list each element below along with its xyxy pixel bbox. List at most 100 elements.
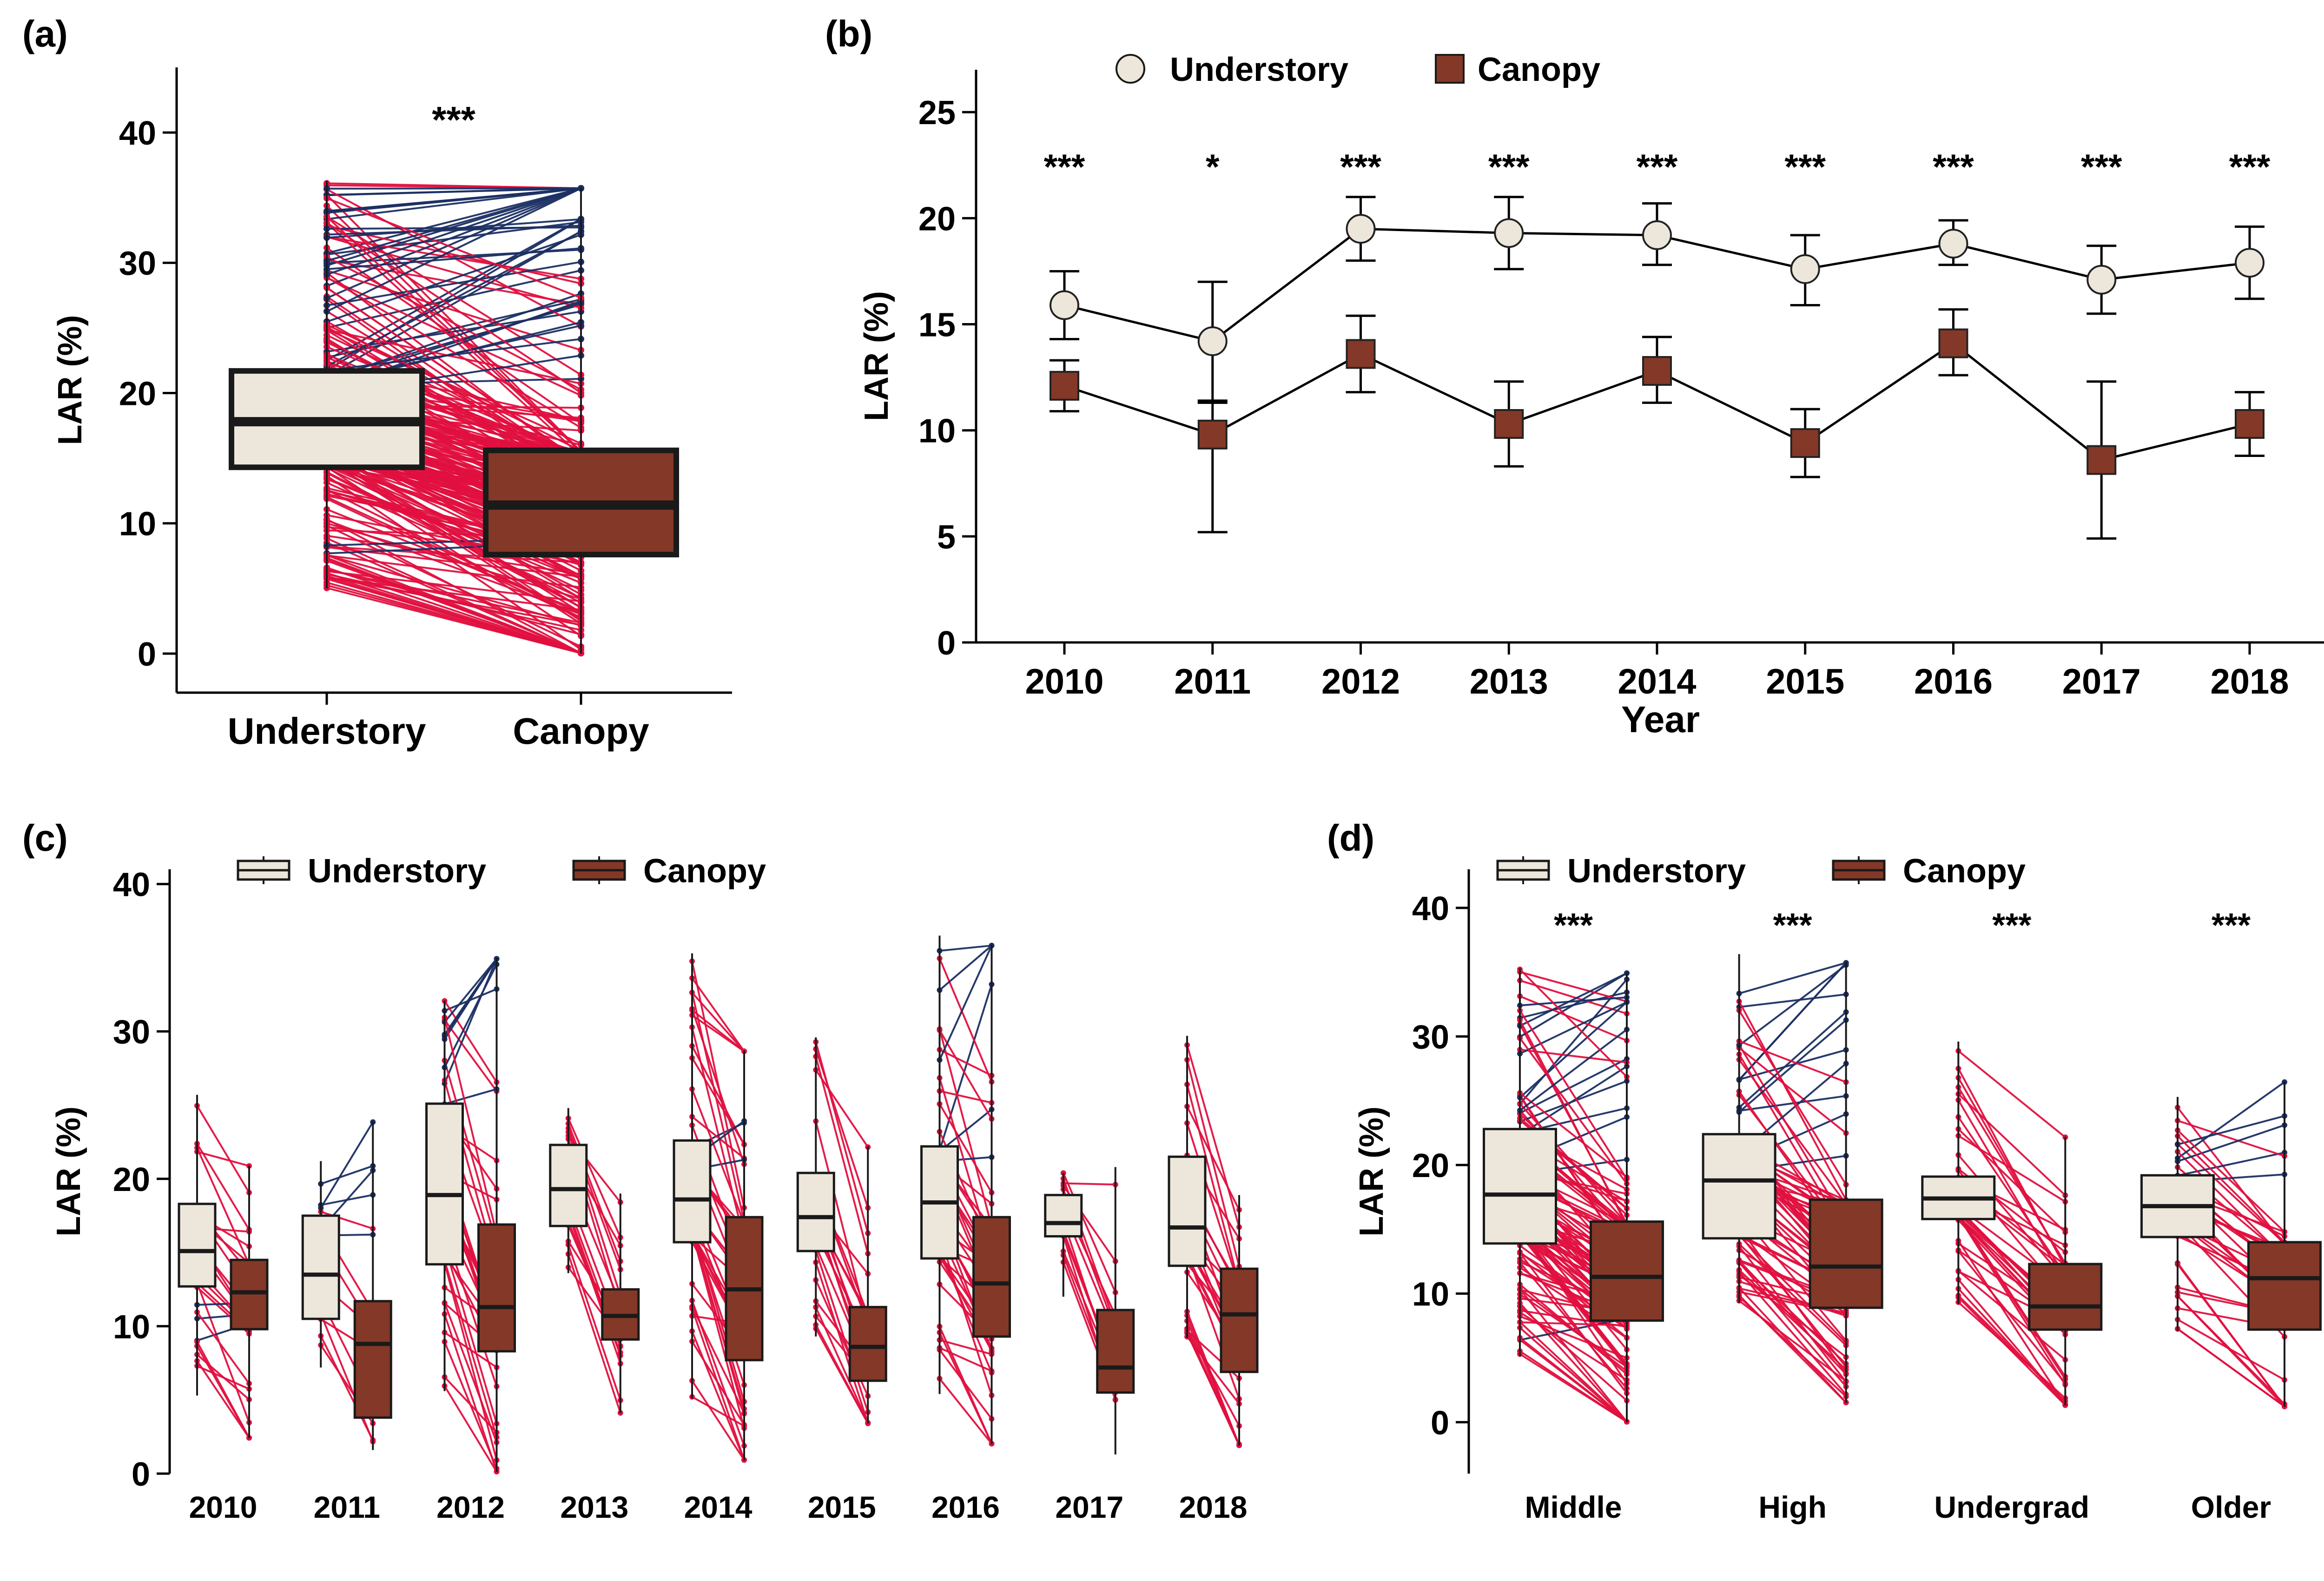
x-axis-title: Year (1621, 699, 1700, 740)
paired-line (326, 231, 581, 367)
paired-line (2177, 1115, 2285, 1145)
y-tick-label: 10 (119, 506, 156, 543)
paired-line (691, 1008, 745, 1165)
paired-line (2177, 1124, 2285, 1163)
legend-label-canopy: Canopy (1903, 853, 2026, 890)
y-tick-label: 40 (1412, 890, 1449, 927)
y-tick-label: 5 (937, 519, 956, 556)
paired-line (1519, 972, 1627, 1027)
paired-line (1738, 1260, 1847, 1375)
box-canopy-box (1590, 1220, 1664, 1322)
paired-line (939, 1049, 992, 1077)
significance-annotation: *** (1488, 147, 1530, 187)
paired-line (815, 1262, 869, 1424)
paired-line (1186, 1059, 1240, 1267)
paired-line (443, 1341, 498, 1469)
paired-line (326, 557, 581, 654)
paired-line (938, 1029, 993, 1227)
box-canopy-box (477, 1223, 516, 1353)
paired-line (2177, 1263, 2285, 1407)
data-point-canopy (1642, 356, 1672, 386)
significance-annotation: *** (1784, 147, 1826, 187)
x-tick-label: 2013 (560, 1490, 628, 1524)
paired-line (1519, 1288, 1628, 1372)
paired-line (1738, 1226, 1847, 1374)
x-tick-label: 2017 (1055, 1490, 1123, 1524)
paired-line (1738, 1047, 1847, 1134)
paired-line (691, 1116, 745, 1159)
panel-label-b: (b) (825, 13, 872, 54)
y-axis-title: LAR (%) (52, 315, 89, 445)
paired-line (326, 218, 581, 239)
paired-line (196, 1143, 250, 1230)
significance-annotation: *** (2212, 907, 2251, 944)
paired-line (2177, 1318, 2285, 1381)
significance-annotation: *** (1554, 907, 1593, 944)
y-tick-label: 0 (937, 625, 956, 662)
paired-line (1519, 1339, 1628, 1423)
paired-line (2177, 1328, 2285, 1408)
legend-label-understory: Understory (1170, 51, 1348, 88)
x-tick-label: 2012 (1321, 662, 1400, 701)
paired-line (326, 582, 581, 655)
paired-line (326, 575, 581, 654)
box-canopy-box (2247, 1241, 2322, 1331)
paired-line (1738, 1010, 1847, 1185)
y-tick-label: 40 (119, 115, 156, 152)
paired-line (320, 1313, 374, 1442)
paired-line (1186, 1328, 1240, 1427)
x-tick-label: 2011 (1174, 662, 1251, 701)
data-point-canopy (1938, 328, 1968, 358)
paired-line (326, 567, 581, 654)
paired-line (326, 261, 581, 306)
paired-line (196, 1282, 250, 1423)
data-point-canopy (1346, 339, 1376, 369)
paired-line (326, 187, 581, 196)
paired-line (1957, 1216, 2067, 1385)
paired-line (1519, 1092, 1628, 1178)
box-understory-box (1702, 1133, 1776, 1240)
paired-line (1957, 1213, 2067, 1377)
paired-line (443, 1263, 498, 1461)
significance-annotation: *** (432, 99, 475, 140)
box-understory-box (796, 1171, 835, 1252)
y-tick-label: 20 (918, 200, 956, 238)
box-understory-box (301, 1214, 340, 1320)
x-tick-label: 2018 (2210, 662, 2289, 701)
y-tick-label: 15 (918, 306, 956, 344)
data-point-understory (1790, 254, 1820, 284)
paired-line (692, 1396, 745, 1427)
paired-line (326, 187, 581, 287)
paired-line (938, 958, 993, 1083)
paired-line (815, 1324, 869, 1424)
paired-line (939, 1090, 992, 1104)
paired-line (1957, 1099, 2067, 1283)
paired-line (443, 1303, 498, 1443)
paired-line (1738, 1019, 1847, 1113)
paired-line (326, 525, 581, 648)
paired-line (939, 945, 992, 952)
paired-line (197, 1151, 250, 1167)
panel-label-d: (d) (1327, 817, 1374, 859)
paired-line (691, 1231, 745, 1429)
paired-line (196, 1311, 250, 1384)
x-tick-label: Canopy (513, 710, 649, 752)
box-canopy-box (353, 1300, 392, 1419)
x-tick-label: 2015 (1766, 662, 1844, 701)
paired-line (1957, 1068, 2067, 1268)
paired-line (443, 1060, 498, 1244)
paired-line (2177, 1129, 2285, 1233)
paired-line (815, 1056, 869, 1254)
paired-line (939, 1347, 992, 1372)
paired-line (1519, 1029, 1628, 1111)
paired-line (196, 1345, 250, 1438)
x-tick-label: Undergrad (1934, 1490, 2089, 1524)
x-tick-label: Understory (228, 710, 426, 752)
panel-a-box-plot: 0 10 20 30 40 LAR (%) Understory Canopy *** (52, 67, 732, 752)
paired-line (1519, 1288, 1628, 1422)
paired-line (1739, 1280, 1847, 1317)
paired-line (1519, 1058, 1627, 1114)
y-tick-label: 30 (113, 1014, 150, 1051)
box-understory-box (549, 1144, 588, 1227)
